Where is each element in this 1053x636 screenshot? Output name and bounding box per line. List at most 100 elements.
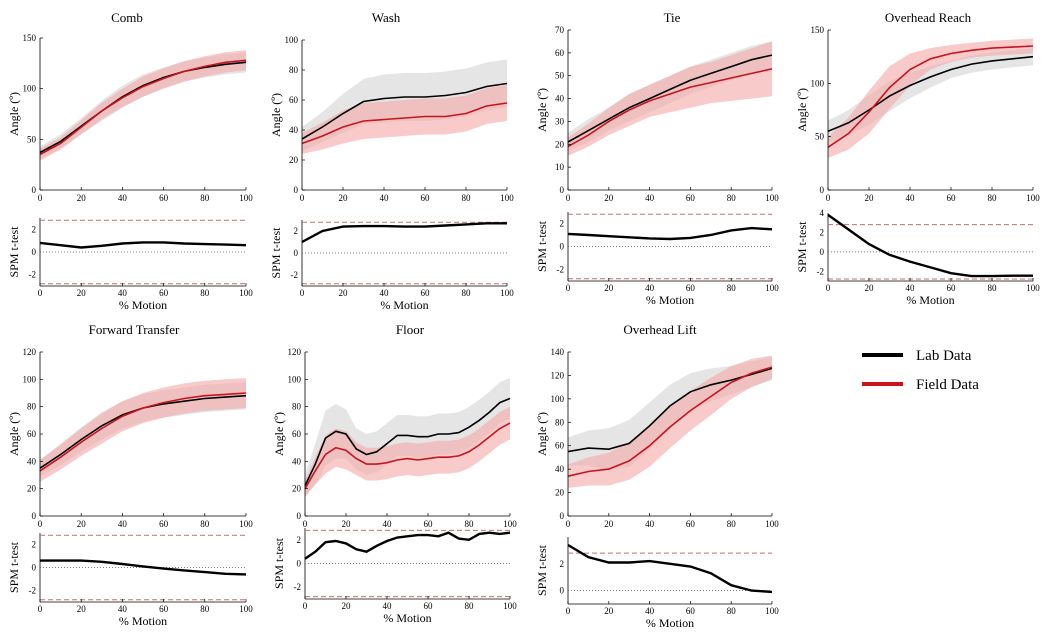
spm-x-tick-label: 60 xyxy=(947,283,957,293)
spm-y-tick-label: -2 xyxy=(29,270,37,280)
spm-y-tick-label: 2 xyxy=(560,219,565,229)
y-tick-label: 40 xyxy=(555,464,565,474)
spm-x-tick-label: 20 xyxy=(339,288,349,298)
x-tick-label: 60 xyxy=(159,193,169,203)
panel-title: Overhead Reach xyxy=(885,10,972,25)
spm-x-tick-label: 100 xyxy=(765,606,779,616)
x-axis-label: % Motion xyxy=(383,611,431,625)
spm-x-tick-label: 0 xyxy=(300,288,305,298)
y-tick-label: 30 xyxy=(555,116,565,126)
x-tick-label: 0 xyxy=(38,193,43,203)
spm-t-curve xyxy=(304,531,511,560)
lab-mean-line xyxy=(39,61,247,154)
field-mean-line xyxy=(567,366,773,477)
field-mean-line xyxy=(39,392,247,472)
spm-y-tick-label: -2 xyxy=(817,266,825,276)
y-tick-label: 40 xyxy=(27,456,37,466)
spm-x-tick-label: 80 xyxy=(727,606,737,616)
spm-t-curve xyxy=(40,559,247,576)
y-tick-label: 120 xyxy=(288,347,302,357)
y-tick-label: 50 xyxy=(27,134,37,144)
y-axis-label: Angle (º) xyxy=(535,88,549,132)
y-tick-label: 60 xyxy=(27,429,37,439)
x-tick-label: 20 xyxy=(604,193,614,203)
spm-x-tick-label: 0 xyxy=(566,606,571,616)
lab-mean-line xyxy=(567,367,773,453)
x-tick-label: 100 xyxy=(1026,193,1040,203)
spm-y-tick-label: 0 xyxy=(297,559,302,569)
y-tick-label: 40 xyxy=(292,456,302,466)
y-axis-label: Angle (º) xyxy=(269,93,283,137)
field-mean-line xyxy=(39,59,247,156)
y-tick-label: 120 xyxy=(23,347,37,357)
spm-y-tick-label: -2 xyxy=(29,586,37,596)
y-tick-label: 20 xyxy=(27,484,37,494)
field-sd-band xyxy=(828,38,1033,158)
legend: Lab Data Field Data xyxy=(862,348,979,393)
y-tick-label: 150 xyxy=(811,25,825,35)
x-tick-label: 20 xyxy=(77,519,87,529)
spm-x-tick-label: 0 xyxy=(566,283,571,293)
y-tick-label: 80 xyxy=(27,402,37,412)
x-tick-label: 60 xyxy=(159,519,169,529)
spm-x-tick-label: 40 xyxy=(118,288,128,298)
spm-x-tick-label: 100 xyxy=(1026,283,1040,293)
spm-y-axis-label: SPM t-test xyxy=(269,227,283,279)
spm-x-tick-label: 60 xyxy=(159,288,169,298)
spm-y-tick-label: 2 xyxy=(32,540,37,550)
spm-y-tick-label: -2 xyxy=(291,270,299,280)
x-tick-label: 100 xyxy=(239,519,253,529)
spm-x-tick-label: 80 xyxy=(200,604,210,614)
y-tick-label: 70 xyxy=(555,25,565,35)
spm-x-tick-label: 100 xyxy=(239,604,253,614)
x-axis-label: % Motion xyxy=(906,293,954,307)
spm-y-tick-label: -2 xyxy=(294,582,302,592)
y-axis-label: Angle (º) xyxy=(272,412,286,456)
x-tick-label: 80 xyxy=(727,193,737,203)
x-tick-label: 0 xyxy=(826,193,831,203)
y-tick-label: 10 xyxy=(555,162,565,172)
field-mean-line xyxy=(301,102,508,145)
x-tick-label: 20 xyxy=(342,519,352,529)
x-tick-label: 80 xyxy=(462,193,472,203)
x-tick-label: 100 xyxy=(765,193,779,203)
y-axis-label: Angle (º) xyxy=(7,412,21,456)
x-axis-label: % Motion xyxy=(119,614,167,628)
x-tick-label: 80 xyxy=(200,519,210,529)
x-tick-label: 60 xyxy=(686,193,696,203)
spm-x-tick-label: 40 xyxy=(906,283,916,293)
spm-y-tick-label: 0 xyxy=(560,586,565,596)
spm-x-tick-label: 100 xyxy=(765,283,779,293)
x-tick-label: 20 xyxy=(77,193,87,203)
spm-x-tick-label: 80 xyxy=(200,288,210,298)
spm-y-tick-label: 2 xyxy=(820,227,825,237)
x-tick-label: 0 xyxy=(303,519,308,529)
spm-x-tick-label: 100 xyxy=(503,601,517,611)
panel-title: Overhead Lift xyxy=(623,322,697,337)
y-tick-label: 120 xyxy=(551,370,565,380)
spm-y-tick-label: 2 xyxy=(560,559,565,569)
spm-x-tick-label: 40 xyxy=(380,288,390,298)
y-tick-label: 50 xyxy=(555,71,565,81)
lab-mean-line xyxy=(567,54,773,143)
x-tick-label: 20 xyxy=(865,193,875,203)
spm-y-axis-label: SPM t-test xyxy=(7,226,21,278)
panel-title: Comb xyxy=(111,10,143,25)
spm-x-tick-label: 60 xyxy=(159,604,169,614)
spm-x-tick-label: 80 xyxy=(988,283,998,293)
y-axis-label: Angle (º) xyxy=(795,88,809,132)
x-tick-label: 40 xyxy=(380,193,390,203)
x-tick-label: 60 xyxy=(686,519,696,529)
y-tick-label: 50 xyxy=(815,132,825,142)
spm-t-curve xyxy=(567,226,773,241)
field-mean-line xyxy=(827,45,1034,148)
lab-mean-line xyxy=(301,82,508,140)
spm-t-curve xyxy=(301,222,507,244)
panel-title: Wash xyxy=(372,10,401,25)
y-tick-label: 0 xyxy=(297,511,302,521)
field-mean-line xyxy=(304,422,511,490)
panel-title: Floor xyxy=(396,322,425,337)
spm-t-curve xyxy=(827,213,1033,278)
